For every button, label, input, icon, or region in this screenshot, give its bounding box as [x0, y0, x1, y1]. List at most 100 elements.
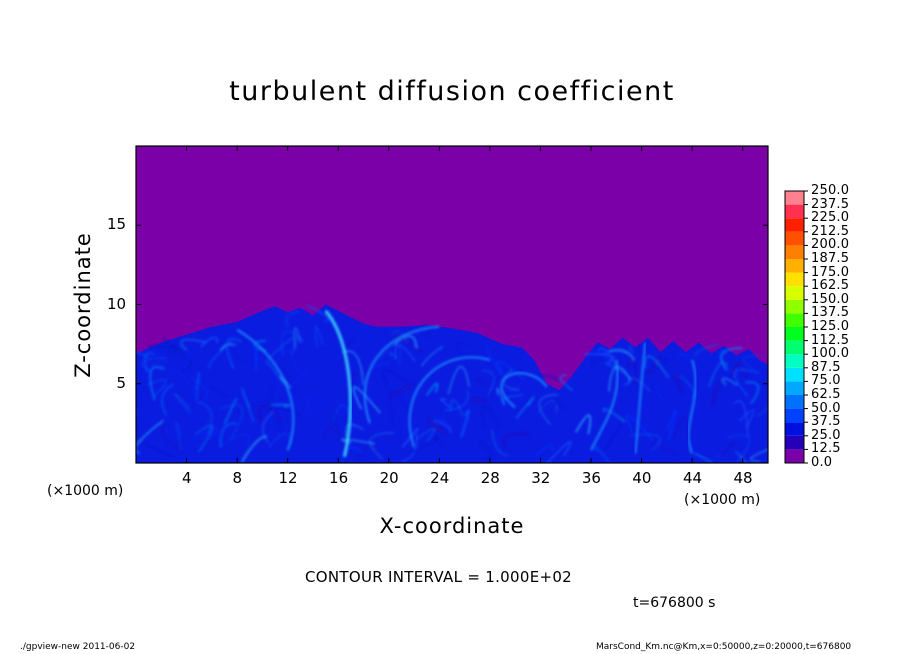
turbulence-streak [447, 366, 470, 395]
turbulence-streak [722, 377, 738, 386]
colorbar-label: 150.0 [811, 291, 850, 307]
turbulence-streak [314, 325, 324, 348]
colorbar-label: 50.0 [811, 400, 841, 416]
colorbar-segment [785, 313, 804, 327]
turbulence-streak [400, 432, 418, 463]
colorbar-label: 237.5 [811, 196, 850, 212]
turbulence-streak [734, 368, 759, 397]
turbulence-streak [223, 398, 237, 425]
colorbar-segment [785, 272, 804, 287]
turbulence-streak [496, 387, 506, 406]
colorbar-segment [785, 191, 804, 205]
x-tick-label: 4 [181, 469, 192, 487]
turbulence-streak [148, 379, 167, 397]
turbulence-streak [136, 426, 139, 442]
turbulence-streak [273, 376, 296, 394]
turbulence-streak [285, 311, 300, 328]
colorbar-segment [785, 435, 804, 450]
axis-ticks [136, 146, 768, 463]
turbulence-streak [559, 374, 573, 391]
colorbar-label: 175.0 [811, 264, 850, 280]
turbulence-streak [440, 397, 450, 408]
colorbar-segment [785, 218, 804, 232]
turbulence-streak [254, 344, 258, 372]
turbulence-streak [136, 408, 137, 417]
colorbar-label: 87.5 [811, 359, 841, 375]
turbulence-streak [430, 434, 447, 452]
colorbar-segment [785, 367, 804, 382]
turbulence-streak [195, 425, 213, 453]
turbulence-streak [377, 344, 401, 366]
turbulence-streak [593, 445, 610, 463]
turbulence-streak [708, 361, 729, 387]
turbulence-streak [167, 365, 195, 399]
x-axis-label: X-coordinate [0, 514, 904, 538]
turbulence-streak [196, 401, 212, 435]
colorbar-label: 112.5 [811, 332, 850, 348]
turbulence-streak [695, 343, 720, 357]
turbulence-streak [238, 401, 269, 416]
turbulence-streak [195, 371, 200, 401]
turbulence-streak [608, 349, 635, 361]
colorbar-label: 137.5 [811, 305, 850, 321]
colorbar-label: 225.0 [811, 210, 850, 226]
turbulence-streak [355, 444, 375, 461]
turbulence-streak [537, 400, 558, 414]
turbulence-streak [756, 406, 768, 417]
turbulence-streak [258, 405, 283, 427]
chart-title: turbulent diffusion coefficient [229, 76, 675, 107]
turbulence-streak [654, 384, 667, 408]
colorbar-label: 75.0 [811, 373, 841, 389]
turbulence-streak [481, 405, 501, 428]
colorbar-label: 0.0 [811, 455, 833, 470]
turbulence-streak [626, 359, 637, 385]
x-tick-label: 12 [278, 469, 298, 487]
turbulence-streak [602, 351, 631, 362]
x-tick-label: 24 [430, 469, 450, 487]
turbulence-streak [546, 441, 572, 463]
colorbar-label: 187.5 [811, 251, 850, 266]
turbulence-streak [136, 351, 150, 359]
x-tick-label: 28 [480, 469, 500, 487]
colorbar-label: 212.5 [811, 223, 850, 239]
colorbar-segment [785, 422, 804, 436]
turbulence-streak [267, 337, 298, 361]
colorbar-segment [785, 245, 804, 259]
turbulence-streak [503, 370, 520, 391]
time-label: t=676800 s [633, 595, 716, 611]
turbulence-streak [750, 448, 768, 463]
turbulence-streak [712, 453, 721, 463]
colorbar-segment [785, 259, 804, 273]
x-axis-label-text: X-coordinate [379, 514, 525, 538]
turbulence-streak [189, 376, 209, 401]
plume-streak [408, 356, 491, 448]
turbulence-streak [733, 400, 749, 437]
turbulence-streak [731, 362, 748, 378]
turbulence-streak [389, 381, 415, 399]
turbulence-streak [575, 414, 592, 435]
turbulence-streak [603, 408, 626, 423]
turbulence-streak [491, 429, 509, 456]
turbulence-streak [650, 439, 678, 456]
turbulence-streak [180, 339, 206, 351]
turbulence-streak [323, 425, 345, 448]
colorbar-segment [785, 286, 804, 300]
colorbar-label: 125.0 [811, 319, 850, 334]
turbulence-streak [306, 304, 330, 322]
turbulence-streak [456, 343, 470, 356]
x-tick-label: 16 [329, 469, 349, 487]
turbulence-streak [626, 347, 643, 357]
turbulence-streak [225, 337, 243, 369]
turbulence-streak [174, 393, 191, 414]
turbulence-streak [539, 394, 558, 426]
turbulence-streak [738, 409, 755, 429]
turbulence-streak [343, 340, 355, 364]
turbulence-streak [271, 403, 291, 408]
x-tick-label: 48 [733, 469, 753, 487]
turbulence-streak [443, 405, 454, 426]
colorbar-label: 37.5 [811, 414, 841, 430]
turbulence-streak [433, 416, 455, 426]
turbulence-streak [267, 387, 272, 413]
turbulence-streak [200, 336, 219, 348]
colorbar-label: 200.0 [811, 237, 850, 253]
